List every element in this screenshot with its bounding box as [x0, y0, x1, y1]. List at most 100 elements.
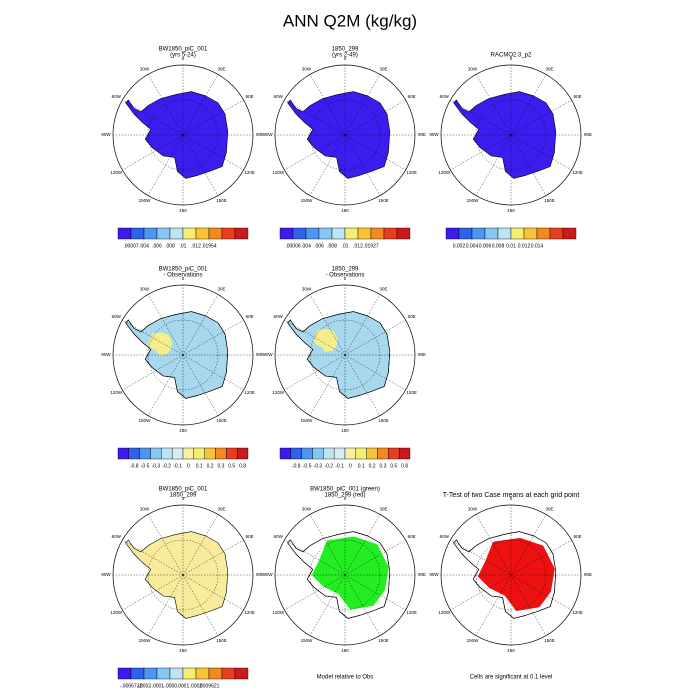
colorbar-box	[117, 227, 132, 240]
colorbar-box	[236, 447, 249, 460]
map-panel: BW1850_piC_001(yrs 5-24)0 30E 60E 90E 120E 15…	[101, 47, 264, 250]
latitude-circle	[147, 319, 219, 391]
longitude-label: 120E	[244, 390, 255, 395]
meridian	[182, 319, 244, 356]
colorbar-box	[279, 447, 292, 460]
colorbar-label: .0009621	[199, 683, 220, 689]
colorbar-box	[333, 447, 346, 460]
longitude-label: 150E	[216, 418, 227, 423]
colorbar-box	[388, 447, 400, 460]
meridian	[475, 574, 512, 636]
colorbar-label: 0.1	[358, 463, 365, 469]
meridian	[450, 574, 512, 611]
meridian	[147, 294, 184, 356]
latitude-circle	[309, 99, 381, 171]
meridian	[309, 134, 346, 196]
colorbar-box	[193, 447, 205, 460]
colorbar-label: -.0006732	[120, 683, 143, 689]
colorbar-box	[536, 227, 551, 240]
meridian	[182, 294, 219, 356]
meridian	[309, 74, 346, 136]
longitude-label: 90W	[263, 352, 273, 357]
longitude-label: 60W	[274, 534, 284, 539]
meridian	[147, 574, 184, 636]
longitude-label: 60W	[112, 314, 122, 319]
latitude-circle	[309, 319, 381, 391]
longitude-label: 30E	[379, 66, 387, 71]
colorbar-box	[383, 227, 398, 240]
longitude-label: 120W	[272, 170, 285, 175]
longitude-label: 150W	[139, 198, 152, 203]
colorbar-box	[226, 447, 238, 460]
colorbar-label: 0	[187, 463, 190, 469]
colorbar-box	[143, 667, 158, 680]
panel-title: 1850_299 (red)	[324, 493, 365, 499]
longitude-label: 150E	[378, 638, 389, 643]
latitude-circle	[475, 99, 547, 171]
meridian	[182, 134, 244, 171]
meridian	[182, 574, 219, 636]
colorbar-box	[234, 667, 249, 680]
colorbar-label: .004	[301, 243, 311, 249]
colorbar-label: -0.3	[314, 463, 323, 469]
meridian	[510, 134, 547, 196]
longitude-label: 90E	[418, 572, 426, 577]
map-panel: T-Test of two Case means at each grid po…	[429, 492, 592, 681]
longitude-label: 150E	[544, 638, 555, 643]
longitude-label: 180	[341, 208, 349, 213]
panel-title: (yrs 2-49)	[332, 53, 358, 59]
meridian	[344, 354, 381, 416]
longitude-label: 30W	[468, 506, 478, 511]
longitude-label: 90E	[584, 572, 592, 577]
longitude-label: 120W	[110, 390, 123, 395]
colorbar-box	[182, 667, 197, 680]
longitude-label: 60E	[246, 534, 254, 539]
meridian	[475, 74, 512, 136]
meridian	[122, 99, 184, 136]
meridian	[182, 574, 244, 611]
colorbar-box	[208, 227, 223, 240]
colorbar-label: -0.1	[173, 463, 182, 469]
meridian	[510, 74, 547, 136]
colorbar-box	[357, 227, 372, 240]
colorbar-label: -0.2	[324, 463, 333, 469]
longitude-label: 60W	[112, 94, 122, 99]
longitude-label: 30E	[379, 506, 387, 511]
colorbar-box	[161, 447, 173, 460]
colorbar-box	[344, 447, 357, 460]
colorbar-label: -0.2	[162, 463, 171, 469]
colorbar-box	[130, 667, 145, 680]
colorbar-box	[117, 667, 132, 680]
longitude-label: 120E	[406, 390, 417, 395]
colorbar-box	[221, 667, 236, 680]
colorbar-box	[182, 447, 195, 460]
longitude-label: 30W	[302, 66, 312, 71]
longitude-label: 30W	[302, 506, 312, 511]
panel-title: T-Test of two Case means at each grid po…	[443, 492, 580, 499]
meridian	[309, 354, 346, 416]
colorbar-box	[169, 667, 184, 680]
coastline	[287, 531, 391, 619]
colorbar-box	[221, 227, 236, 240]
colorbar-label: .008	[327, 243, 337, 249]
longitude-label: 90E	[256, 572, 264, 577]
colorbar-box	[549, 227, 564, 240]
panel-title: 1850_299	[170, 493, 197, 499]
latitude-circle	[147, 539, 219, 611]
longitude-label: 150W	[301, 418, 314, 423]
meridian	[344, 74, 381, 136]
colorbar-box	[195, 227, 210, 240]
colorbar-box	[344, 227, 359, 240]
longitude-label: 180	[341, 428, 349, 433]
colorbar-box	[208, 667, 223, 680]
longitude-label: 60E	[574, 94, 582, 99]
longitude-label: 60W	[112, 534, 122, 539]
longitude-label: 90E	[418, 132, 426, 137]
colorbar-label: -.0001	[150, 683, 164, 689]
meridian	[510, 574, 547, 636]
longitude-label: 150E	[216, 638, 227, 643]
colorbar-box	[171, 447, 184, 460]
longitude-label: 30E	[217, 286, 225, 291]
colorbar-label: .01	[180, 243, 187, 249]
meridian	[450, 539, 512, 576]
